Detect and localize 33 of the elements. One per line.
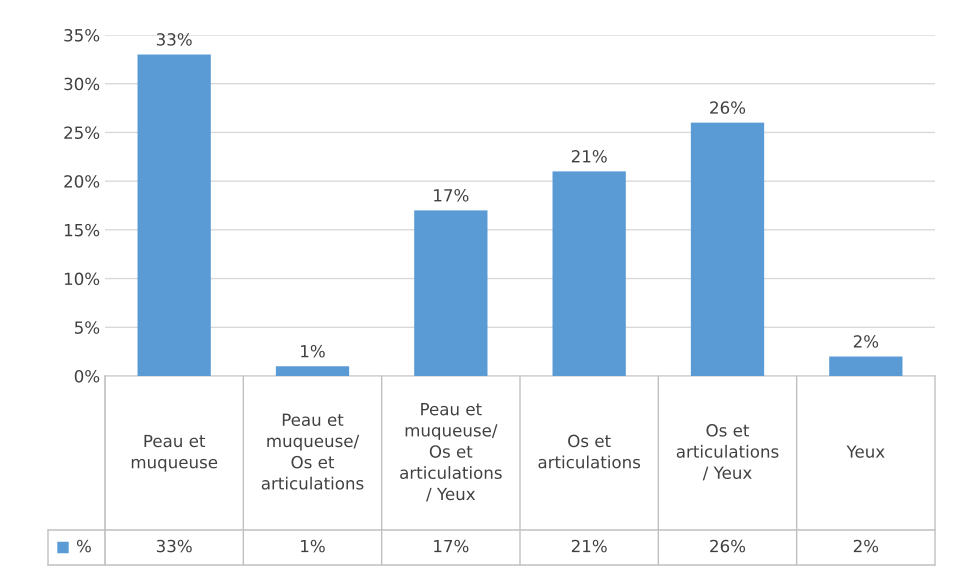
bar (414, 210, 488, 376)
text: 21% (572, 150, 607, 163)
x-tick-label: Peau et muqueuse/ Os et articulations / Yeux (400, 403, 502, 502)
data-label: 1% (301, 540, 325, 552)
legend-label: % (76, 540, 91, 552)
bar (138, 54, 211, 376)
data-label: 33% (156, 540, 192, 552)
x-tick-label: Yeux (846, 445, 885, 458)
text: 26% (710, 101, 746, 114)
text: 1% (301, 344, 325, 358)
y-tick-label: 10% (64, 272, 100, 286)
data-label: 17% (434, 540, 468, 552)
x-tick-label: Peau et muqueuse (132, 434, 218, 472)
bar (829, 356, 902, 376)
y-tick-label: 15% (64, 224, 100, 236)
bar (276, 366, 350, 376)
data-label: 2% (854, 540, 878, 552)
bar (690, 122, 764, 376)
y-tick-label: 25% (64, 126, 100, 139)
y-tick-label: 20% (64, 175, 100, 188)
x-tick-label: Peau et muqueuse/ Os et articulations (262, 414, 364, 490)
text: 33% (156, 33, 192, 46)
bar (552, 171, 626, 376)
data-label: 21% (572, 540, 607, 552)
y-tick-label: 30% (64, 78, 100, 90)
y-tick-label: 35% (64, 28, 100, 42)
text: 2% (854, 335, 878, 348)
x-tick-label: Os et articulations (538, 434, 640, 468)
y-tick-label: 5% (74, 321, 100, 334)
text: 17% (434, 188, 468, 202)
y-tick-label: 0% (74, 370, 100, 383)
data-label: 26% (710, 540, 746, 552)
x-tick-label: Os et articulations / Yeux (676, 424, 778, 480)
